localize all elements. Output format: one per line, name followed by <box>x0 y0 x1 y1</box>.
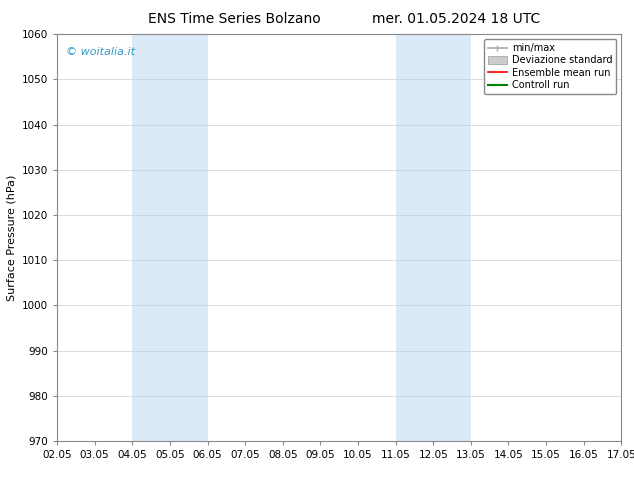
Y-axis label: Surface Pressure (hPa): Surface Pressure (hPa) <box>6 174 16 301</box>
Text: ENS Time Series Bolzano: ENS Time Series Bolzano <box>148 12 321 26</box>
Legend: min/max, Deviazione standard, Ensemble mean run, Controll run: min/max, Deviazione standard, Ensemble m… <box>484 39 616 94</box>
Text: © woitalia.it: © woitalia.it <box>65 47 134 56</box>
Text: mer. 01.05.2024 18 UTC: mer. 01.05.2024 18 UTC <box>372 12 541 26</box>
Bar <box>133 34 207 441</box>
Bar <box>396 34 471 441</box>
